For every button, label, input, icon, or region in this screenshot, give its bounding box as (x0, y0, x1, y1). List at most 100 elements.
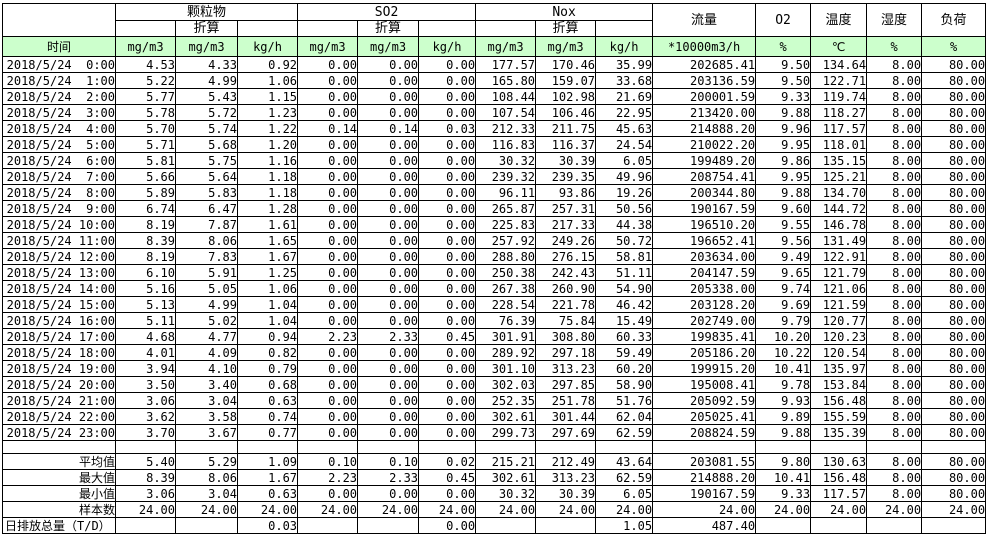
value-cell: 203128.20 (652, 296, 757, 313)
value-cell: 0.00 (297, 424, 359, 441)
value-cell: 8.00 (866, 152, 923, 169)
value-cell: 51.11 (595, 264, 654, 281)
value-cell: 0.10 (357, 453, 420, 470)
value-cell: 153.84 (810, 376, 868, 393)
time-cell: 2018/5/24 6:00 (2, 152, 116, 169)
value-cell: 80.00 (921, 152, 987, 169)
value-cell: 9.56 (755, 232, 812, 249)
value-cell: 251.78 (535, 392, 597, 409)
value-cell: 214888.20 (652, 120, 757, 137)
value-cell (595, 440, 654, 454)
value-cell: 8.00 (866, 56, 923, 73)
value-cell: 202685.41 (652, 56, 757, 73)
value-cell: 8.00 (866, 424, 923, 441)
value-cell: 0.00 (297, 56, 359, 73)
value-cell: 267.38 (475, 280, 537, 297)
value-cell: 24.00 (475, 501, 537, 518)
value-cell: 1.22 (236, 120, 299, 137)
group-header-so2: SO2 (297, 3, 477, 21)
table-row: 2018/5/24 2:00 5.77 5.43 1.15 0.00 0.00 0.00 10… (2, 88, 987, 105)
value-cell: 5.91 (175, 264, 238, 281)
value-cell: 35.99 (595, 56, 654, 73)
value-cell: 33.68 (595, 72, 654, 89)
value-cell: 9.93 (755, 392, 812, 409)
value-cell: 80.00 (921, 72, 987, 89)
value-cell: 24.54 (595, 136, 654, 153)
value-cell: 301.91 (475, 328, 537, 345)
value-cell: 24.00 (418, 501, 477, 518)
value-cell: 58.90 (595, 376, 654, 393)
value-cell: 9.88 (755, 184, 812, 201)
summary-row: 样本数 24.00 24.00 24.00 24.00 24.00 24.00 24.00 24… (2, 501, 987, 518)
value-cell: 80.00 (921, 104, 987, 121)
value-cell: 190167.59 (652, 485, 757, 502)
value-cell: 8.19 (115, 248, 176, 265)
value-cell: 80.00 (921, 216, 987, 233)
value-cell: 117.57 (810, 120, 868, 137)
value-cell: 5.05 (175, 280, 238, 297)
value-cell: 8.00 (866, 328, 923, 345)
value-cell: 134.70 (810, 184, 868, 201)
value-cell: 43.64 (595, 453, 654, 470)
value-cell: 0.00 (418, 72, 477, 89)
value-cell: 0.00 (297, 376, 359, 393)
value-cell: 0.00 (418, 152, 477, 169)
value-cell: 301.10 (475, 360, 537, 377)
blank-cell (2, 440, 116, 454)
value-cell: 265.87 (475, 200, 537, 217)
value-cell: 80.00 (921, 376, 987, 393)
value-cell: 257.92 (475, 232, 537, 249)
value-cell (652, 440, 757, 454)
value-cell: 5.71 (115, 136, 176, 153)
value-cell: 9.79 (755, 312, 812, 329)
value-cell: 156.48 (810, 469, 868, 486)
column-header-load: 负荷 (921, 3, 987, 37)
value-cell: 225.83 (475, 216, 537, 233)
emissions-table: 颗粒物 SO2 Nox 流量 O2 温度 湿度 负荷 折算 折算 折算 (2, 3, 987, 534)
value-cell: 0.00 (297, 264, 359, 281)
table-row: 2018/5/24 13:00 6.10 5.91 1.25 0.00 0.00 0.00 2… (2, 264, 987, 281)
value-cell: 51.76 (595, 392, 654, 409)
value-cell: 0.00 (418, 517, 477, 534)
value-cell: 1.67 (236, 248, 299, 265)
value-cell: 24.00 (755, 501, 812, 518)
value-cell: 252.35 (475, 392, 537, 409)
value-cell: 239.32 (475, 168, 537, 185)
value-cell: 0.00 (357, 264, 420, 281)
value-cell: 0.45 (418, 469, 477, 486)
value-cell: 80.00 (921, 264, 987, 281)
table-row: 2018/5/24 10:00 8.19 7.87 1.61 0.00 0.00 0.00 2… (2, 216, 987, 233)
value-cell: 4.10 (175, 360, 238, 377)
time-cell: 2018/5/24 4:00 (2, 120, 116, 137)
summary-label: 日排放总量（T/D） (2, 517, 116, 534)
value-cell: 5.40 (115, 453, 176, 470)
unit-header: % (866, 36, 923, 57)
value-cell: 297.18 (535, 344, 597, 361)
value-cell: 4.53 (115, 56, 176, 73)
value-cell: 0.00 (297, 280, 359, 297)
value-cell: 0.03 (418, 120, 477, 137)
value-cell: 1.06 (236, 72, 299, 89)
value-cell (357, 517, 420, 534)
value-cell: 8.00 (866, 264, 923, 281)
value-cell (475, 517, 537, 534)
value-cell: 0.00 (418, 280, 477, 297)
value-cell: 2.33 (357, 328, 420, 345)
value-cell: 0.92 (236, 56, 299, 73)
value-cell: 214888.20 (652, 469, 757, 486)
value-cell: 0.00 (297, 485, 359, 502)
value-cell: 5.70 (115, 120, 176, 137)
value-cell: 8.00 (866, 469, 923, 486)
value-cell: 0.00 (357, 216, 420, 233)
value-cell: 250.38 (475, 264, 537, 281)
value-cell: 122.71 (810, 72, 868, 89)
value-cell: 54.90 (595, 280, 654, 297)
summary-label: 最小值 (2, 485, 116, 502)
unit-header: mg/m3 (175, 36, 238, 57)
value-cell: 0.00 (418, 424, 477, 441)
value-cell: 0.00 (357, 184, 420, 201)
value-cell: 205338.00 (652, 280, 757, 297)
value-cell: 215.21 (475, 453, 537, 470)
value-cell: 8.00 (866, 248, 923, 265)
value-cell (475, 440, 537, 454)
